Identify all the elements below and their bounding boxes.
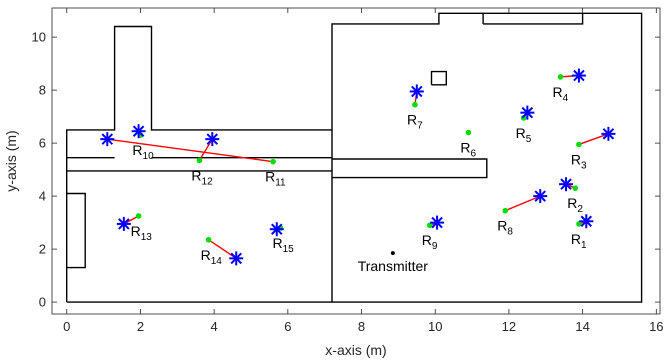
point-label-3: R3 (571, 151, 587, 171)
estimated-point-11 (270, 158, 276, 165)
true-position-marker-3 (601, 126, 616, 141)
x-tick-label: 12 (502, 319, 516, 334)
error-link-8 (504, 195, 541, 212)
point-label-15: R15 (272, 235, 294, 255)
y-axis-title: y-axis (m) (3, 130, 19, 191)
point-label-2: R2 (567, 195, 583, 215)
true-position-marker-7 (409, 84, 424, 99)
x-axis-title: x-axis (m) (325, 342, 386, 358)
point-label-6: R6 (460, 140, 476, 160)
estimated-point-6 (465, 129, 472, 136)
true-position-marker-11 (100, 132, 115, 147)
estimated-points (135, 74, 582, 243)
plot-background (52, 8, 660, 314)
point-label-8: R8 (497, 218, 513, 238)
y-tick-label: 6 (39, 136, 46, 151)
true-position-marker-13 (116, 216, 131, 231)
wall-segment (66, 12, 643, 303)
point-label-5: R5 (516, 125, 532, 145)
point-label-13: R13 (131, 223, 153, 243)
x-tick-label: 6 (284, 319, 291, 334)
point-label-7: R7 (407, 112, 423, 132)
true-position-marker-14 (229, 251, 244, 266)
x-tick-label: 14 (575, 319, 589, 334)
error-link-3 (578, 133, 609, 146)
estimated-point-3 (576, 141, 582, 148)
wall-segment (331, 12, 484, 303)
x-axis: 0 2 4 6 8 10 12 14 16 (63, 8, 664, 334)
x-tick-label: 0 (63, 319, 70, 334)
transmitter-group: Transmitter (358, 251, 429, 274)
estimated-point-14 (205, 237, 212, 243)
x-tick-label: 10 (428, 319, 442, 334)
wall-segment (483, 13, 584, 25)
estimated-point-4 (557, 74, 564, 80)
y-tick-label: 8 (39, 83, 46, 98)
true-position-marker-4 (571, 68, 586, 83)
y-tick-label: 0 (39, 295, 46, 310)
y-tick-label: 10 (32, 30, 46, 45)
wall-segment (430, 70, 447, 86)
error-link-14 (208, 239, 237, 259)
true-position-marker-1 (579, 214, 594, 229)
estimated-point-7 (412, 101, 418, 108)
true-positions (100, 68, 616, 266)
wall-segment (332, 158, 488, 179)
estimated-point-8 (502, 207, 509, 214)
point-label-14: R14 (201, 247, 223, 267)
point-label-11: R11 (265, 169, 286, 189)
floor-plan-walls (65, 12, 643, 303)
transmitter-marker (390, 251, 395, 256)
wall-segment (65, 25, 332, 303)
true-position-marker-5 (520, 105, 535, 120)
true-position-marker-2 (559, 177, 574, 192)
error-link-11 (107, 138, 274, 163)
x-tick-label: 4 (211, 319, 218, 334)
plot-frame (51, 7, 661, 315)
point-labels: R1 R2 R3 R4 R5 R6 R7 R8 R9 R10 R11 R12 R13 R14 R15 (131, 84, 587, 267)
x-tick-label: 16 (649, 319, 663, 334)
x-tick-label: 8 (358, 319, 365, 334)
y-tick-label: 2 (39, 242, 46, 257)
y-axis: 0 2 4 6 8 10 (32, 30, 660, 310)
estimated-point-12 (196, 157, 203, 164)
true-position-marker-8 (533, 189, 548, 204)
y-tick-label: 4 (39, 189, 46, 204)
estimated-point-1 (576, 221, 582, 227)
transmitter-label: Transmitter (358, 258, 429, 274)
estimated-point-2 (572, 185, 579, 191)
x-tick-label: 2 (137, 319, 144, 334)
estimated-point-13 (135, 213, 142, 219)
point-label-10: R10 (132, 142, 154, 162)
estimated-point-9 (426, 222, 433, 229)
true-position-marker-15 (269, 222, 284, 237)
point-label-4: R4 (553, 84, 569, 104)
true-position-marker-10 (131, 124, 146, 139)
wall-segment (66, 192, 86, 269)
true-position-marker-9 (430, 215, 445, 230)
true-position-marker-12 (205, 132, 220, 147)
point-label-1: R1 (571, 231, 587, 251)
point-label-9: R9 (422, 232, 438, 252)
point-label-12: R12 (191, 167, 213, 187)
